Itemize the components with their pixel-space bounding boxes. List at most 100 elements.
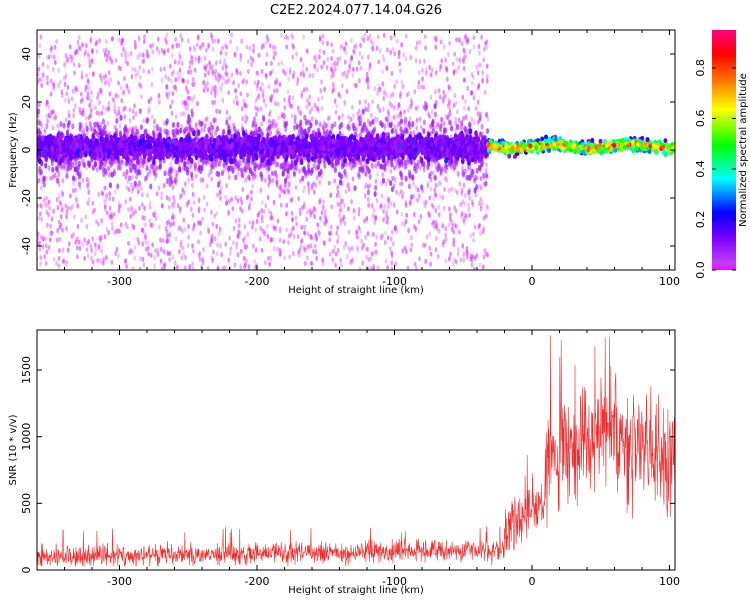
spectrogram-cell (197, 196, 201, 202)
spectrogram-cell (422, 167, 426, 173)
spectrogram-cell (395, 159, 399, 166)
spectrogram-cell (65, 58, 69, 64)
spectrogram-cell (333, 178, 337, 184)
spectrogram-cell (353, 44, 356, 50)
spectrogram-cell (303, 260, 307, 266)
spectrogram-cell (365, 246, 368, 252)
spectrogram-cell (149, 43, 153, 49)
spectrogram-cell (278, 81, 282, 88)
spectrogram-cell (403, 109, 406, 115)
spectrogram-cell (107, 105, 111, 112)
spectrogram-cell (284, 184, 288, 190)
spectrogram-cell (336, 247, 340, 253)
spectrogram-cell (187, 266, 191, 270)
spectrogram-cell (367, 257, 371, 263)
spectrogram-cell (292, 44, 295, 50)
spectrogram-cell (273, 169, 278, 176)
spectrogram-cell (255, 86, 259, 92)
spectrogram-cell (305, 104, 309, 110)
spectrogram-cell (217, 38, 220, 44)
spectrogram-cell (124, 54, 127, 60)
spectrogram-cell (77, 34, 81, 41)
spectrogram-cell (138, 205, 142, 211)
spectrogram-cell (460, 40, 464, 47)
spectrogram-cell (486, 116, 490, 122)
spectrogram-cell (152, 211, 155, 217)
spectrogram-cell (318, 199, 321, 205)
spectrogram-cell (91, 59, 94, 65)
spectrogram-cell (123, 258, 127, 264)
spectrogram-cell (146, 240, 150, 246)
spectrogram-cell (111, 212, 114, 218)
spectrogram-cell (251, 220, 255, 226)
spectrogram-cell (142, 38, 146, 45)
spectrogram-cell (171, 211, 175, 217)
spectrogram-cell (138, 65, 142, 71)
spectrogram-cell (306, 98, 309, 104)
spectrogram-cell (248, 45, 252, 51)
spectrogram-cell (410, 235, 413, 241)
spectrogram-cell (342, 214, 346, 220)
spectrogram-cell (451, 223, 455, 229)
spectrogram-cell (133, 255, 137, 261)
spectrogram-cell (108, 55, 112, 62)
spectrogram-cell (347, 245, 351, 251)
spectrogram-cell (308, 119, 312, 126)
spectrogram-cell (190, 111, 194, 118)
spectrogram-cell (55, 38, 58, 45)
spectrogram-cell (138, 108, 142, 115)
spectrogram-cell (360, 238, 363, 244)
spectrogram-cell (87, 162, 91, 168)
spectrogram-cell (392, 202, 396, 208)
spectrogram-cell (450, 186, 454, 192)
spectrogram-cell (91, 209, 95, 215)
spectrogram-cell (104, 185, 107, 191)
spectrogram-cell (113, 229, 117, 235)
spectrogram-cell (210, 32, 213, 38)
spectrogram-cell (390, 161, 394, 168)
spectrogram-cell (89, 35, 93, 41)
spectrogram-cell (272, 245, 276, 251)
spectrogram-cell (173, 168, 176, 174)
spectrogram-cell (202, 87, 206, 93)
spectrogram-cell (334, 262, 337, 268)
spectrogram-cell (267, 165, 271, 172)
spectrogram-cell (154, 209, 157, 215)
spectrogram-cell (81, 42, 84, 48)
spectrogram-cell (258, 236, 262, 242)
spectrogram-cell (362, 242, 365, 248)
spectrogram-cell (110, 171, 114, 178)
spectrogram-cell (226, 198, 229, 204)
spectrogram-cell (58, 193, 61, 199)
spectrogram-cell (477, 83, 481, 89)
spectrogram-cell (372, 207, 376, 213)
spectrogram-cell (311, 209, 315, 215)
spectrogram-cell (391, 46, 395, 53)
spectrogram-cell (67, 241, 71, 247)
spectrogram-cell (386, 109, 390, 115)
spectrogram-cell (423, 242, 427, 248)
spectrogram-cell (346, 206, 350, 212)
spectrogram-cell (100, 218, 104, 224)
spectrogram-cell (318, 121, 322, 128)
spectrogram-cell (141, 202, 144, 208)
spectrogram-cell (282, 113, 286, 120)
spectrogram-cell (273, 123, 277, 129)
spectrogram-cell (310, 185, 314, 191)
spectrogram-cell (61, 227, 64, 233)
spectrogram-cell (318, 54, 321, 60)
spectrogram-cell (59, 79, 62, 85)
spectrogram-cell (88, 121, 92, 127)
spectrogram-cell (438, 124, 443, 131)
spectrogram-cell (453, 205, 456, 211)
spectrogram-cell (357, 225, 361, 231)
spectrogram-cell (350, 199, 353, 205)
spectrogram-cell (87, 238, 91, 245)
spectrogram-cell (67, 99, 71, 105)
spectrogram-cell (95, 39, 99, 45)
spectrogram-cell (104, 196, 108, 202)
spectrogram-cell (44, 162, 48, 169)
spectrogram-cell (74, 159, 78, 166)
spectrogram-cell (318, 35, 322, 41)
spectrogram-cell (182, 217, 186, 223)
